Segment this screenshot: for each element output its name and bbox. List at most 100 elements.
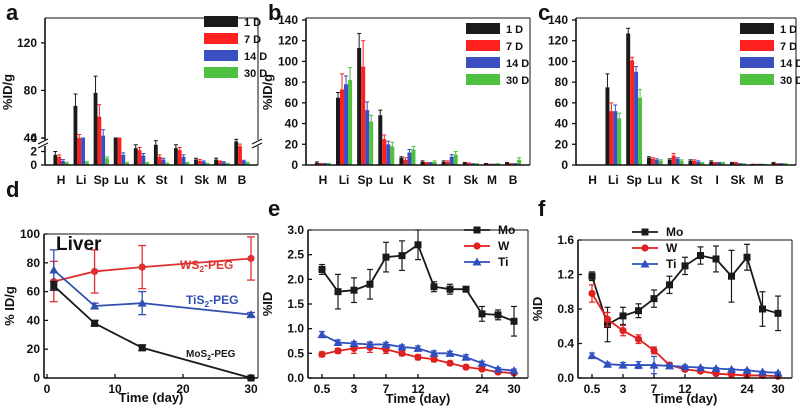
y-axis-label: % ID/g [2, 286, 17, 326]
bar [53, 154, 58, 165]
y-tick-label: 100 [278, 54, 298, 68]
legend-marker [472, 257, 482, 266]
y-tick-label: 20 [27, 342, 41, 356]
y-tick-label: 100 [20, 227, 40, 241]
data-point [414, 353, 422, 361]
bar [453, 154, 458, 165]
x-tick-label: I [715, 173, 718, 187]
x-axis-label: Time (day) [119, 390, 184, 405]
legend-label: W [666, 241, 678, 255]
y-tick-label: 60 [27, 285, 41, 299]
data-point [138, 263, 146, 271]
legend-marker [473, 242, 481, 250]
data-point [381, 339, 391, 348]
x-tick-label: Sp [357, 173, 372, 187]
data-point [138, 344, 146, 352]
y-tick-label: 60 [285, 96, 299, 110]
y-tick-label: 0 [291, 158, 298, 172]
x-tick-label: Sk [463, 173, 478, 187]
bar [73, 105, 78, 165]
bar [245, 162, 250, 165]
bar [700, 162, 705, 165]
bar [382, 139, 387, 165]
x-tick-label: K [137, 173, 146, 187]
x-tick-label: 24 [740, 382, 754, 396]
y-tick-label: 140 [548, 13, 568, 27]
axis-break [37, 142, 49, 149]
bar [626, 33, 631, 165]
legend-label: 7 D [244, 34, 261, 46]
bar [105, 158, 109, 165]
data-point [711, 364, 721, 373]
bar [432, 161, 437, 165]
y-tick-label: 20 [555, 137, 569, 151]
bar [650, 158, 655, 165]
y-tick-label: 2 [30, 145, 37, 159]
legend-label: 14 D [780, 58, 800, 70]
x-tick-label: B [775, 173, 784, 187]
x-tick-label: K [671, 173, 680, 187]
data-point [398, 252, 406, 260]
data-point [773, 368, 783, 377]
bar [133, 148, 138, 165]
data-point [494, 311, 502, 319]
bar [174, 148, 178, 165]
bar [61, 160, 65, 165]
bar [161, 159, 166, 165]
bar [420, 161, 425, 165]
bar [721, 162, 726, 165]
bar [357, 47, 362, 165]
x-tick-label: B [509, 173, 518, 187]
bar [348, 80, 353, 165]
panel-label-b: b [268, 0, 281, 25]
data-point [350, 286, 358, 294]
x-tick-label: 3 [351, 382, 358, 396]
data-point [680, 362, 690, 371]
legend-swatch [466, 74, 500, 85]
axis-break [251, 138, 263, 145]
bar [688, 160, 693, 165]
legend-label: 7 D [506, 41, 523, 53]
chart-panel-c: H Li Sp Lu K St I Sk M B 0 20 40 60 80 100 120 140 1 D 7 D 1… [548, 13, 800, 187]
data-point [603, 359, 612, 368]
bar [717, 162, 722, 165]
legend-swatch [204, 16, 238, 27]
bar [197, 160, 202, 165]
bar [81, 138, 85, 165]
bar [517, 159, 522, 165]
x-tick-label: 30 [244, 382, 258, 396]
y-tick-label: 80 [24, 83, 38, 97]
bar [638, 97, 642, 165]
x-tick-label: 10 [108, 382, 122, 396]
data-point [681, 262, 689, 270]
x-tick-label: Sk [731, 173, 746, 187]
legend-swatch [466, 23, 500, 34]
x-tick-label: 7 [383, 382, 390, 396]
x-tick-label: St [156, 173, 168, 187]
bar [675, 158, 680, 165]
data-point [398, 349, 406, 357]
bar [218, 161, 222, 165]
series-line [53, 269, 252, 316]
legend-label: Mo [498, 223, 515, 237]
data-point [365, 339, 375, 348]
series-line [53, 285, 252, 379]
legend-label: 30 D [244, 68, 267, 80]
bar [221, 162, 226, 165]
bar [234, 141, 239, 165]
bar [181, 156, 186, 165]
data-point [317, 330, 327, 339]
data-point [461, 352, 471, 361]
data-point [430, 355, 438, 363]
data-point [742, 365, 752, 374]
chart-panel-e: 0.0 0.5 1.0 1.5 2.0 2.5 3.0 0.5 3 7 12 24 30 Time (da… [260, 223, 529, 406]
bar [692, 160, 697, 165]
bar [153, 144, 158, 165]
bar [713, 162, 718, 165]
legend-swatch [740, 40, 774, 51]
y-tick-label: 0.8 [557, 302, 574, 316]
data-point [650, 295, 658, 303]
legend-swatch [740, 57, 774, 68]
bar [428, 162, 433, 165]
